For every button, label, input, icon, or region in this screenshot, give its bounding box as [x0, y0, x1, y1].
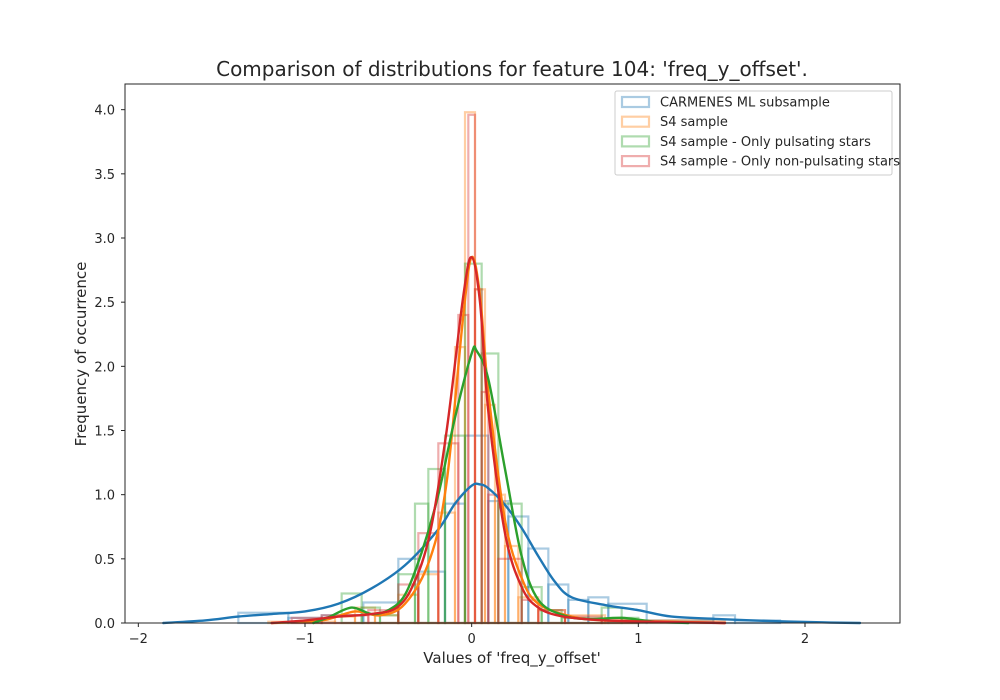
legend-label-series-3: S4 sample - Only pulsating stars — [660, 135, 871, 150]
x-tick-label: −1 — [295, 632, 314, 647]
y-tick-label: 4.0 — [94, 104, 115, 119]
y-tick-label: 1.5 — [94, 425, 115, 440]
x-axis-label: Values of 'freq_y_offset' — [423, 649, 600, 668]
y-tick-label: 0.0 — [94, 617, 115, 632]
legend-label-series-1: CARMENES ML subsample — [660, 96, 830, 111]
legend: CARMENES ML subsample S4 sample S4 sample … — [614, 90, 900, 176]
legend-label-series-4: S4 sample - Only non-pulsating stars — [660, 155, 900, 170]
plot-frame — [124, 83, 901, 624]
y-tick-label: 3.0 — [94, 232, 115, 247]
kde-line-series-1 — [162, 482, 862, 625]
y-tick-label: 2.5 — [94, 296, 115, 311]
x-tick-label: 2 — [801, 632, 809, 647]
legend-box — [614, 90, 893, 176]
x-tick-label: 0 — [468, 632, 476, 647]
y-tick-label: 1.0 — [94, 489, 115, 504]
legend-items: CARMENES ML subsample S4 sample S4 sample … — [620, 95, 900, 170]
legend-swatch-series-1 — [620, 95, 651, 109]
y-tick-label: 0.5 — [94, 553, 115, 568]
chart-title: Comparison of distributions for feature … — [216, 57, 808, 81]
y-axis-label: Frequency of occurrence — [72, 262, 90, 447]
x-tick-label: −2 — [129, 632, 148, 647]
kde-line-series-4 — [270, 256, 727, 625]
x-axis-ticks: −2 −1 0 1 2 — [129, 623, 809, 647]
y-tick-label: 3.5 — [94, 168, 115, 183]
y-axis-ticks: 0.0 0.5 1.0 1.5 2.0 2.5 3.0 3.5 4.0 — [94, 104, 125, 632]
y-tick-label: 2.0 — [94, 360, 115, 375]
legend-swatch-series-4 — [620, 155, 651, 168]
legend-swatch-series-3 — [620, 135, 651, 148]
legend-label-series-2: S4 sample — [660, 115, 728, 130]
legend-swatch-series-2 — [620, 115, 651, 128]
kde-layer — [162, 255, 862, 625]
x-tick-label: 1 — [634, 632, 642, 647]
